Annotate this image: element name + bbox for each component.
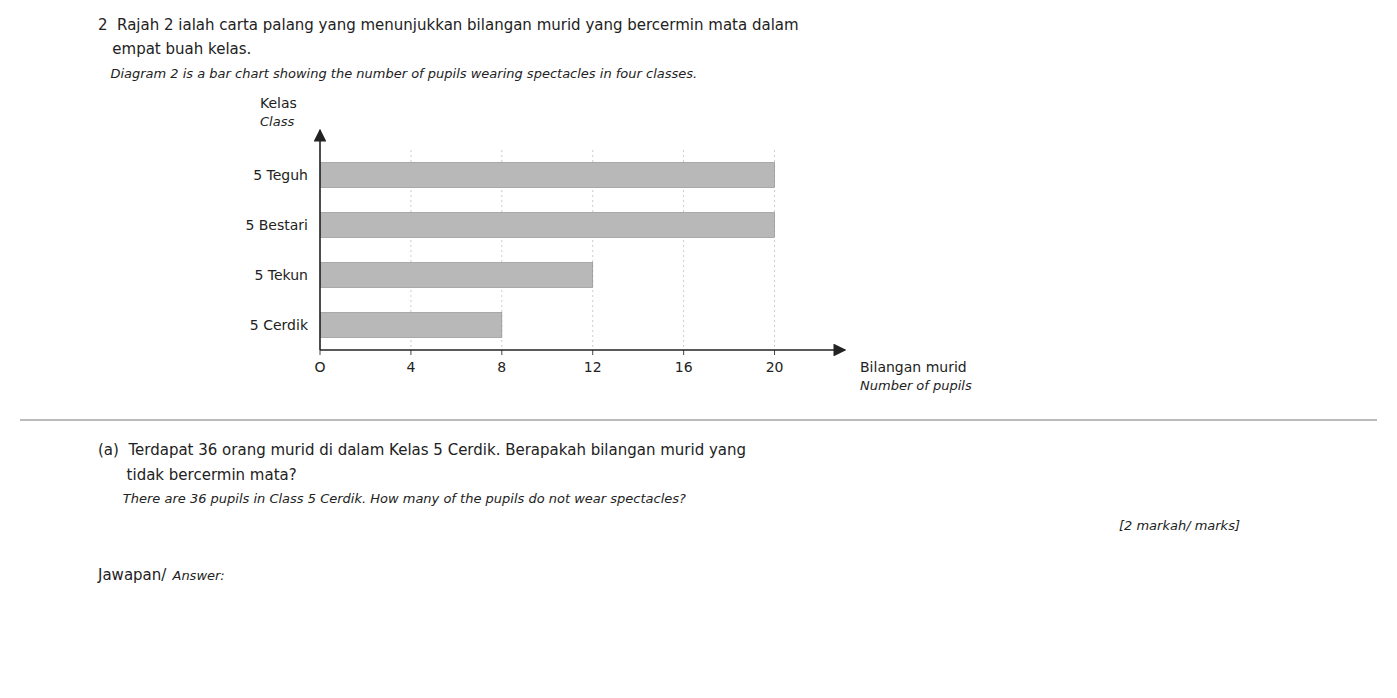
bar (320, 163, 775, 188)
category-label: 5 Teguh (253, 167, 308, 183)
x-axis-line (320, 349, 845, 351)
tick-label: 20 (766, 359, 784, 375)
title-block: 2 Rajah 2 ialah carta palang yang menunj… (98, 16, 799, 81)
tick-label: O (314, 359, 325, 375)
question: (a) Terdapat 36 orang murid di dalam Kel… (97, 441, 1240, 584)
bars (320, 163, 775, 338)
tick-label: 12 (584, 359, 602, 375)
annotation: (a) Terdapat 36 orang murid di dalam Kel… (98, 441, 746, 459)
bar (320, 213, 775, 238)
y-axis-label: Kelas (260, 95, 297, 111)
category-label: 5 Cerdik (250, 317, 309, 333)
tick-label: 4 (406, 359, 415, 375)
annotation: [2 markah/ marks] (1119, 518, 1240, 533)
y-axis-line (319, 130, 321, 350)
annotation: Answer: (168, 568, 224, 583)
grid (320, 150, 775, 350)
chart: 2 Rajah 2 ialah carta palang yang menunj… (0, 0, 1397, 698)
annotation: There are 36 pupils in Class 5 Cerdik. H… (98, 491, 686, 506)
x-axis-label: Bilangan murid (860, 359, 967, 375)
category-label: 5 Tekun (254, 267, 308, 283)
annotation: Jawapan/ (97, 566, 167, 584)
tick-label: 8 (497, 359, 506, 375)
subtitle: Diagram 2 is a bar chart showing the num… (98, 66, 697, 81)
title: empat buah kelas. (98, 40, 251, 58)
bar (320, 263, 593, 288)
tick-label: 16 (675, 359, 693, 375)
y-axis-label: Class (260, 114, 294, 129)
divider (20, 419, 1377, 421)
x-axis-label: Number of pupils (860, 378, 972, 393)
annotation: tidak bercermin mata? (98, 466, 297, 484)
title: 2 Rajah 2 ialah carta palang yang menunj… (98, 16, 799, 34)
category-label: 5 Bestari (245, 217, 308, 233)
bar (320, 313, 502, 338)
